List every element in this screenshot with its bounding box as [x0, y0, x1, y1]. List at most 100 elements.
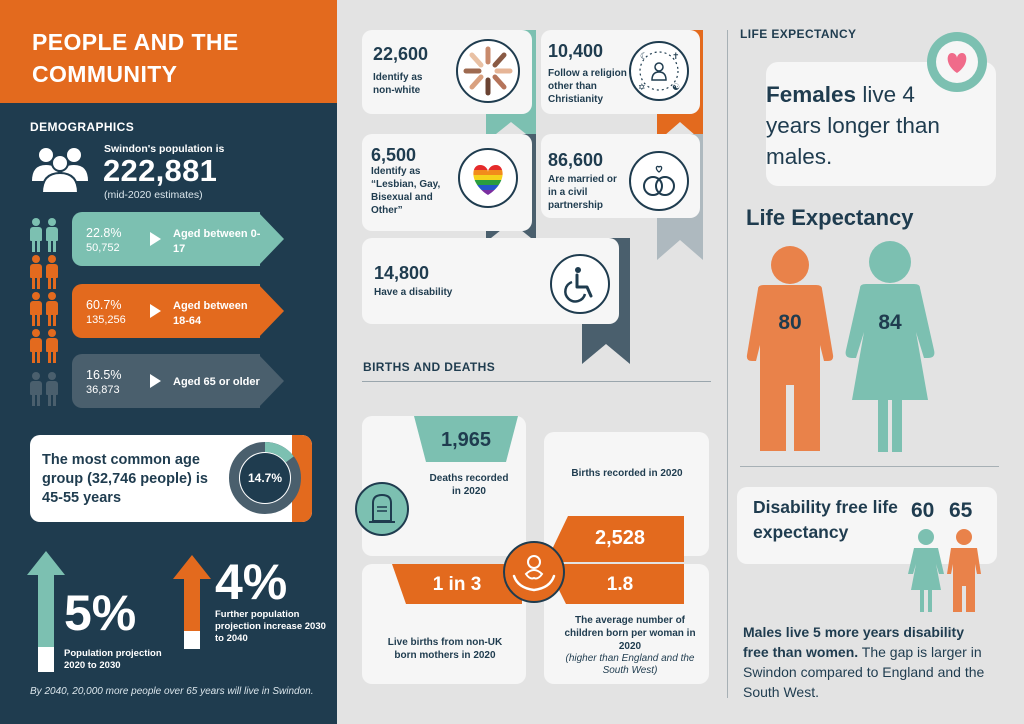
- person-icon: [30, 329, 42, 363]
- fertility-note: (higher than England and the South West): [565, 653, 695, 676]
- page-title: PEOPLE AND THE COMMUNITY: [32, 29, 239, 87]
- male-figure-icon: [746, 246, 834, 451]
- gravestone-icon: [355, 482, 409, 536]
- stat-lgb-value: 6,500: [371, 145, 417, 165]
- age-group-label: Aged 65 or older: [173, 376, 260, 388]
- projection-arrow-teal: [27, 551, 65, 672]
- age-group-count: 135,256: [86, 314, 126, 326]
- females-statement: Females live 4 years longer than males.: [766, 79, 976, 172]
- projection-2040-pct: 4%: [215, 554, 288, 610]
- diverse-hands-icon: [456, 39, 520, 103]
- stat-lgb-desc: Identify as “Lesbian, Gay, Bisexual and …: [371, 166, 441, 216]
- births-deaths-label: BIRTHS AND DEATHS: [363, 360, 496, 374]
- demographics-label: DEMOGRAPHICS: [30, 120, 135, 134]
- person-icon: [46, 218, 58, 252]
- fertility-text: The average number of children born per …: [564, 615, 696, 652]
- wedding-rings-icon: [629, 151, 689, 211]
- age-group-count: 50,752: [86, 242, 120, 254]
- births-value-banner: [546, 516, 684, 562]
- life-expectancy-heading: Life Expectancy: [746, 205, 914, 230]
- male-life-expectancy: 80: [778, 311, 802, 334]
- person-icon: [46, 372, 58, 406]
- footnote: By 2040, 20,000 more people over 65 year…: [30, 686, 314, 697]
- person-icon: [30, 255, 42, 289]
- dfle-statement-bold: Males live 5 more years disability free …: [743, 624, 965, 660]
- deaths-value: 1,965: [440, 429, 492, 451]
- play-arrow-icon: [150, 374, 161, 388]
- females-rest: live 4 years longer than males.: [766, 82, 940, 169]
- stat-religion-value: 10,400: [548, 41, 604, 61]
- fertility-value-banner: [546, 564, 684, 604]
- population-note: (mid-2020 estimates): [104, 189, 203, 201]
- wheelchair-icon: [550, 254, 610, 314]
- common-age-pct: 14.7%: [247, 471, 283, 485]
- play-arrow-icon: [150, 232, 161, 246]
- nonuk-value: 1 in 3: [432, 574, 482, 595]
- stat-religion-desc: Follow a religion other than Christianit…: [548, 68, 627, 105]
- age-group-pct: 60.7%: [86, 298, 122, 312]
- play-arrow-icon: [150, 304, 161, 318]
- life-expectancy-label: LIFE EXPECTANCY: [740, 27, 857, 41]
- age-group-pct: 22.8%: [86, 226, 122, 240]
- small-female-icon: [908, 529, 944, 612]
- age-group-pct: 16.5%: [86, 368, 122, 382]
- svg-text:✝: ✝: [672, 52, 680, 62]
- person-icon: [46, 292, 58, 326]
- stat-disability-desc: Have a disability: [374, 287, 453, 298]
- dfle-statement-rest: The gap is larger in Swindon compared to…: [743, 644, 985, 700]
- rainbow-heart-icon: [458, 148, 518, 208]
- title-banner: PEOPLE AND THE COMMUNITY: [0, 0, 337, 103]
- female-life-expectancy: 84: [878, 311, 902, 334]
- projection-2040-text: Further population projection increase 2…: [215, 609, 326, 644]
- common-age-card: The most common age group (32,746 people…: [30, 435, 312, 522]
- age-group-label: Aged between 0-17: [173, 228, 261, 255]
- deaths-text: Deaths recorded in 2020: [429, 473, 509, 497]
- person-icon: [30, 292, 42, 326]
- female-figure-icon: [845, 241, 935, 452]
- dfle-male-value: 65: [949, 499, 973, 522]
- svg-text:☾: ☾: [640, 52, 648, 62]
- person-icon: [30, 372, 42, 406]
- dfle-statement: Males live 5 more years disability free …: [743, 622, 993, 702]
- heart-icon: [927, 32, 987, 92]
- age-group-count: 36,873: [86, 384, 120, 396]
- section-divider: [362, 381, 711, 382]
- religion-symbols-icon: ☾ ✝ ✡ ☯: [629, 41, 689, 101]
- common-age-donut: [229, 442, 301, 514]
- person-icon: [46, 329, 58, 363]
- fertility-value: 1.8: [606, 574, 634, 595]
- births-text: Births recorded in 2020: [571, 468, 683, 479]
- column-divider: [727, 30, 728, 698]
- person-icon: [30, 218, 42, 252]
- population-value: 222,881: [103, 153, 218, 188]
- stat-nonwhite-value: 22,600: [373, 44, 429, 64]
- projection-arrow-orange: [173, 555, 211, 649]
- stat-disability-value: 14,800: [374, 263, 430, 283]
- nonuk-value-banner: [392, 564, 522, 604]
- age-group-label: Aged between 18-64: [173, 300, 248, 327]
- svg-text:✡: ✡: [638, 83, 646, 93]
- projection-2030-pct: 5%: [64, 585, 137, 641]
- stat-nonwhite-desc: Identify as non-white: [373, 72, 423, 96]
- deaths-value-banner: [414, 416, 518, 462]
- person-icon: [46, 255, 58, 289]
- dfle-female-value: 60: [911, 499, 935, 522]
- svg-text:☯: ☯: [672, 83, 680, 93]
- age-group-0-17: 22.8% 50,752 Aged between 0-17: [72, 212, 286, 266]
- stat-married-value: 86,600: [548, 150, 604, 170]
- card-stripe: [292, 435, 312, 522]
- age-group-65-plus: 16.5% 36,873 Aged 65 or older: [72, 354, 286, 408]
- right-divider: [740, 466, 999, 467]
- baby-hands-icon: [503, 541, 565, 603]
- births-value: 2,528: [594, 527, 646, 549]
- nonuk-text: Live births from non-UK born mothers in …: [387, 637, 503, 661]
- dfle-label: Disability free life expectancy: [753, 497, 898, 542]
- females-bold: Females: [766, 82, 857, 107]
- common-age-text: The most common age group (32,746 people…: [42, 452, 208, 506]
- small-male-icon: [947, 529, 981, 612]
- population-intro: Swindon's population is: [104, 143, 225, 155]
- projection-2030-text: Population projection 2020 to 2030: [64, 648, 162, 671]
- people-group-icon: [32, 148, 88, 193]
- age-group-18-64: 60.7% 135,256 Aged between 18-64: [72, 284, 286, 338]
- stat-married-desc: Are married or in a civil partnership: [548, 174, 617, 211]
